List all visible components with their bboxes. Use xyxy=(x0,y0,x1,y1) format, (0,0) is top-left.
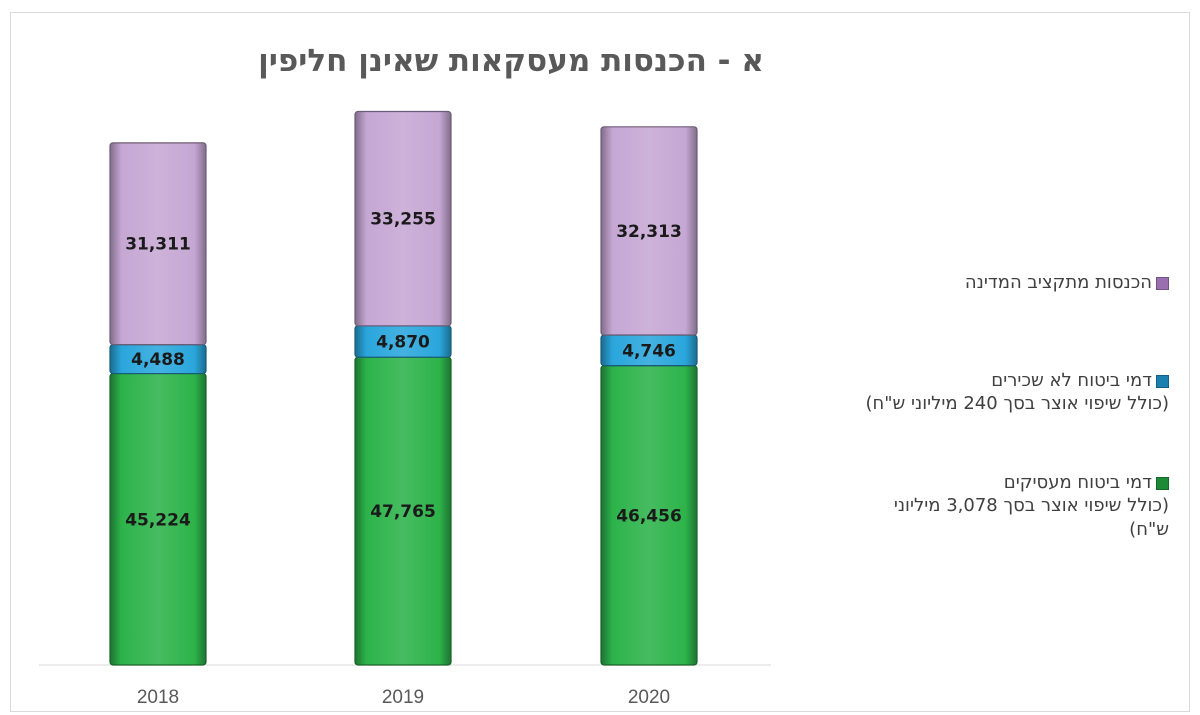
legend-label: (כולל שיפוי אוצר בסך 240 מיליוני ש"ח) xyxy=(865,393,1169,415)
bar-segment xyxy=(109,142,207,346)
legend-label: (כולל שיפוי אוצר בסך 3,078 מיליוני xyxy=(893,495,1169,517)
data-label: 32,313 xyxy=(616,222,682,242)
data-label: 47,765 xyxy=(370,502,436,522)
legend-item: דמי ביטוח לא שכירים (כולל שיפוי אוצר בסך … xyxy=(865,369,1169,416)
legend-item: דמי ביטוח מעסיקים (כולל שיפוי אוצר בסך 3,… xyxy=(894,471,1169,541)
chart-frame: א - הכנסות מעסקאות שאינן חליפין 45,224 4,… xyxy=(10,12,1190,712)
chart-plot: 45,224 4,488 31,311 2018 47,765 4,870 33,255 20… xyxy=(39,110,771,708)
legend-swatch xyxy=(1156,374,1169,388)
legend-swatch xyxy=(1156,476,1169,490)
data-label: 4,870 xyxy=(376,332,430,352)
data-label: 4,488 xyxy=(131,350,185,370)
x-tick-label: 2018 xyxy=(137,687,179,708)
data-label: 46,456 xyxy=(616,506,682,526)
x-tick-label: 2019 xyxy=(382,687,424,708)
data-label: 45,224 xyxy=(125,510,191,530)
chart-title: א - הכנסות מעסקאות שאינן חליפין xyxy=(258,43,764,79)
data-label: 31,311 xyxy=(125,235,191,255)
legend-label: דמי ביטוח מעסיקים xyxy=(894,471,1169,494)
legend-label: הכנסות מתקציב המדינה xyxy=(965,271,1169,294)
x-tick-label: 2020 xyxy=(628,687,670,708)
legend-label: ש"ח) xyxy=(1129,518,1169,540)
legend-item: הכנסות מתקציב המדינה xyxy=(965,271,1169,294)
bar-segment xyxy=(354,110,452,327)
bar-segment xyxy=(600,126,698,336)
legend-swatch xyxy=(1156,276,1169,290)
legend-label: דמי ביטוח לא שכירים xyxy=(865,369,1169,392)
data-label: 4,746 xyxy=(622,341,676,361)
data-label: 33,255 xyxy=(370,210,436,230)
